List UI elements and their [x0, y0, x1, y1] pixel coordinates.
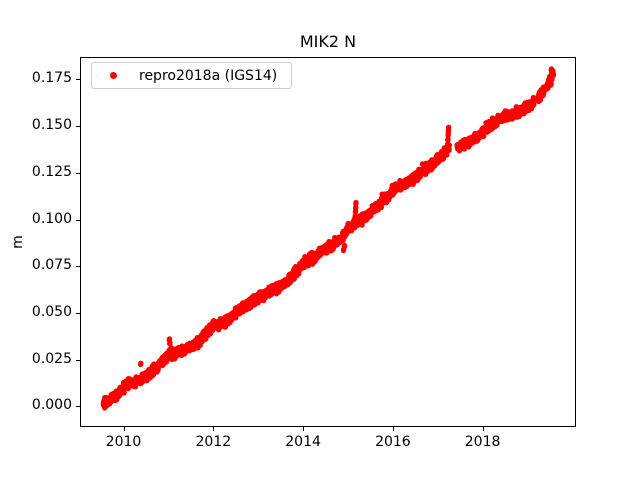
x-tick-mark [303, 427, 305, 431]
x-tick-mark [123, 427, 125, 431]
x-tick-label: 2018 [464, 434, 501, 450]
y-tick-label: 0.150 [31, 117, 72, 134]
x-tick-label: 2014 [285, 434, 321, 450]
y-tick-label: 0.050 [31, 304, 72, 320]
x-tick-mark [392, 427, 394, 431]
y-tick-label: 0.025 [31, 350, 72, 367]
y-tick-label: 0.000 [31, 397, 72, 414]
y-tick-mark [76, 406, 80, 408]
y-tick-label: 0.075 [31, 257, 72, 274]
chart-title: MIK2 N [299, 32, 357, 51]
y-tick-label: 0.125 [31, 163, 72, 180]
legend-label: repro2018a (IGS14) [139, 67, 278, 84]
y-tick-label: 0.100 [31, 210, 72, 227]
y-tick-mark [76, 359, 80, 361]
y-axis-label: m [10, 235, 26, 249]
y-tick-mark [76, 219, 80, 221]
y-tick-mark [76, 126, 80, 128]
x-tick-label: 2012 [195, 434, 232, 450]
x-tick-mark [482, 427, 484, 431]
legend: repro2018a (IGS14) [91, 62, 293, 89]
x-tick-label: 2016 [375, 434, 411, 450]
x-tick-label: 2010 [105, 434, 142, 450]
scatter-points-canvas [81, 58, 575, 426]
y-tick-mark [76, 172, 80, 174]
y-tick-mark [76, 79, 80, 81]
x-tick-mark [213, 427, 215, 431]
y-tick-mark [76, 266, 80, 268]
y-tick-mark [76, 313, 80, 314]
legend-marker-dot-icon [110, 72, 117, 79]
y-tick-label: 0.175 [31, 70, 72, 87]
plot-area: repro2018a (IGS14) [80, 57, 576, 427]
